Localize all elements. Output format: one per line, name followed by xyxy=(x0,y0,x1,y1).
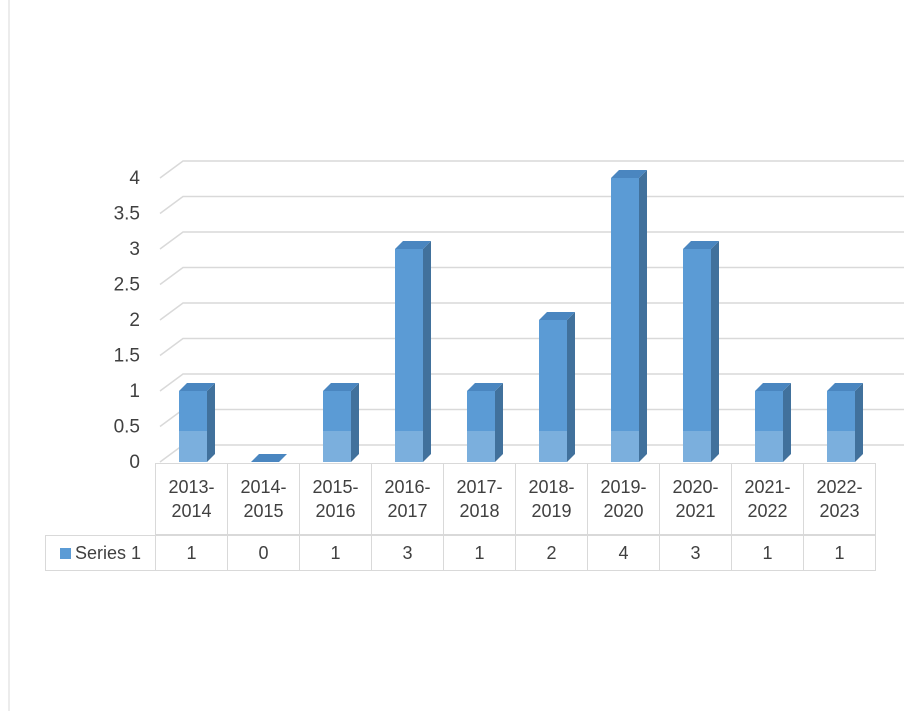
y-tick-label: 3.5 xyxy=(114,204,140,225)
y-tick-label: 4 xyxy=(129,168,140,189)
y-tick-label: 2.5 xyxy=(114,275,140,296)
table-value: 0 xyxy=(227,535,300,571)
bar xyxy=(539,312,575,462)
y-tick-label: 1.5 xyxy=(114,346,140,367)
y-tick-label: 0 xyxy=(129,452,140,473)
x-tick-label: 2014-2015 xyxy=(227,463,300,535)
x-tick-label: 2013-2014 xyxy=(155,463,228,535)
grid-line xyxy=(160,339,904,356)
x-tick-label: 2017-2018 xyxy=(443,463,516,535)
grid-line xyxy=(160,161,904,178)
grid-line xyxy=(160,197,904,214)
page: 00.511.522.533.54 Series 12013-201412014… xyxy=(0,0,904,711)
x-tick-label: 2015-2016 xyxy=(299,463,372,535)
table-value: 3 xyxy=(659,535,732,571)
table-value: 2 xyxy=(515,535,588,571)
table-value: 3 xyxy=(371,535,444,571)
table-value: 1 xyxy=(803,535,876,571)
legend-label: Series 1 xyxy=(75,541,141,565)
x-tick-label: 2019-2020 xyxy=(587,463,660,535)
bar xyxy=(467,383,503,462)
bar xyxy=(827,383,863,462)
bar xyxy=(323,383,359,462)
legend-cell: Series 1 xyxy=(45,535,156,571)
bar xyxy=(755,383,791,462)
grid-line xyxy=(160,268,904,285)
grid-line xyxy=(160,232,904,249)
grid-line xyxy=(160,303,904,320)
bar xyxy=(611,170,647,462)
table-value: 1 xyxy=(155,535,228,571)
x-tick-label: 2018-2019 xyxy=(515,463,588,535)
grid-line xyxy=(160,410,904,427)
y-tick-label: 1 xyxy=(129,381,140,402)
table-value: 1 xyxy=(299,535,372,571)
x-tick-label: 2016-2017 xyxy=(371,463,444,535)
chart: 0 0.5 1 1.5 2 2.5 3 3.5 4 xyxy=(0,0,904,711)
table-value: 4 xyxy=(587,535,660,571)
y-tick-label: 0.5 xyxy=(114,417,140,438)
x-tick-label: 2021-2022 xyxy=(731,463,804,535)
legend-swatch xyxy=(60,548,71,559)
x-tick-label: 2020-2021 xyxy=(659,463,732,535)
bar xyxy=(251,454,287,462)
y-tick-label: 3 xyxy=(129,239,140,260)
table-value: 1 xyxy=(731,535,804,571)
x-tick-label: 2022-2023 xyxy=(803,463,876,535)
bar xyxy=(395,241,431,462)
y-tick-label: 2 xyxy=(129,310,140,331)
grid-line xyxy=(160,374,904,391)
bar xyxy=(683,241,719,462)
table-value: 1 xyxy=(443,535,516,571)
bar xyxy=(179,383,215,462)
